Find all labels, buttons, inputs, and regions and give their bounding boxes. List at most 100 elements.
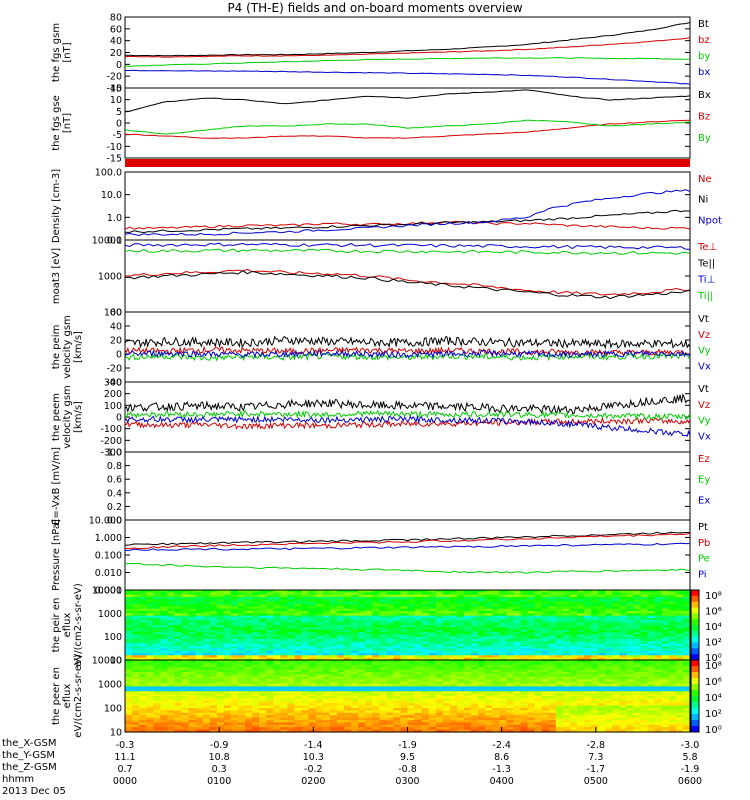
heatmap-cell [577,604,585,607]
heatmap-cell [280,669,289,673]
heatmap-cell [407,643,416,647]
heatmap-cell [216,686,225,690]
heatmap-cell [541,684,550,687]
heatmap-cell [471,710,479,714]
heatmap-cell [358,674,366,678]
heatmap-cell [471,601,479,605]
heatmap-cell [569,698,578,702]
heatmap-cell [379,705,387,709]
heatmap-cell [654,667,663,671]
heatmap-cell [280,691,289,695]
heatmap-cell [506,599,515,603]
heatmap-cell [216,708,225,711]
heatmap-cell [266,703,274,707]
heatmap-cell [435,700,444,704]
heatmap-cell [456,681,465,685]
heatmap-cell [393,615,402,619]
heatmap-cell [541,639,550,642]
heatmap-cell [160,625,168,628]
heatmap-cell [252,657,260,661]
heatmap-cell [492,622,500,626]
heatmap-cell [252,606,260,610]
heatmap-cell [351,639,359,642]
heatmap-cell [591,592,599,596]
y-tick-label: 1000 [98,680,122,691]
heatmap-cell [675,679,684,683]
heatmap-cell [358,629,366,633]
heatmap-cell [421,715,430,719]
heatmap-cell [668,717,677,721]
heatmap-cell [259,655,267,659]
heatmap-cell [456,667,465,671]
y-tick-label: 0.100 [95,551,122,562]
heatmap-cell [315,720,324,723]
heatmap-cell [132,625,140,628]
heatmap-cell [125,594,133,598]
heatmap-cell [280,672,289,675]
heatmap-cell [195,720,204,723]
heatmap-cell [146,712,154,716]
heatmap-cell [139,632,147,635]
heatmap-cell [266,627,274,631]
heatmap-cell [245,604,253,607]
heatmap-cell [584,655,592,659]
heatmap-cell [555,601,564,605]
heatmap-cell [569,681,578,685]
heatmap-cell [478,599,486,603]
heatmap-cell [668,703,677,707]
heatmap-cell [294,634,303,638]
heatmap-cell [195,705,204,709]
heatmap-cell [266,620,274,624]
heatmap-cell [336,599,345,603]
heatmap-cell [259,720,267,723]
heatmap-cell [605,684,613,687]
heatmap-cell [386,606,394,610]
heatmap-cell [478,676,486,680]
heatmap-cell [428,629,437,633]
heatmap-cell [125,720,133,723]
heatmap-cell [534,708,543,711]
heatmap-cell [449,594,458,598]
heatmap-cell [569,676,578,680]
heatmap-cell [485,722,493,726]
heatmap-cell [456,686,465,690]
heatmap-cell [471,708,479,711]
heatmap-cell [478,639,486,642]
heatmap-cell [591,618,599,621]
heatmap-cell [132,684,140,687]
heatmap-cell [322,705,331,709]
heatmap-cell [640,622,649,626]
heatmap-cell [308,599,317,603]
heatmap-cell [442,625,451,628]
heatmap-cell [506,643,515,647]
heatmap-cell [520,627,529,631]
heatmap-cell [365,622,373,626]
y-tick-label: 10.0 [101,190,122,201]
heatmap-cell [478,590,486,593]
heatmap-cell [619,691,628,695]
heatmap-cell [661,597,670,600]
heatmap-cell [153,618,161,621]
heatmap-cell [647,625,656,628]
heatmap-cell [428,720,437,723]
heatmap-cell [343,597,352,600]
heatmap-cell [647,632,656,635]
heatmap-cell [308,632,317,635]
heatmap-cell [541,648,550,652]
heatmap-cell [223,667,232,671]
heatmap-cell [647,636,656,640]
heatmap-cell [449,620,458,624]
heatmap-cell [428,611,437,614]
heatmap-cell [132,691,140,695]
heatmap-cell [393,681,402,685]
heatmap-cell [478,611,486,614]
heatmap-cell [598,660,606,663]
heatmap-cell [343,667,352,671]
heatmap-cell [379,625,387,628]
heatmap-cell [421,660,430,663]
y-tick-label: -10 [106,142,122,153]
heatmap-cell [386,717,394,721]
heatmap-cell [146,636,154,640]
heatmap-cell [315,681,324,685]
heatmap-cell [202,720,211,723]
